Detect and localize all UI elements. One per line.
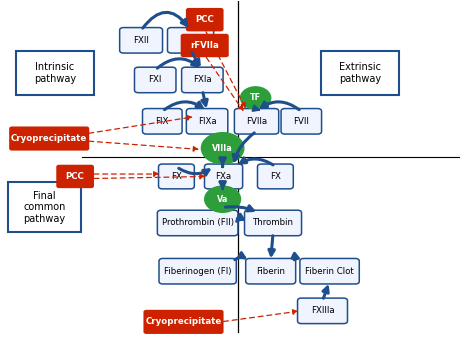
FancyBboxPatch shape: [56, 165, 94, 188]
FancyBboxPatch shape: [144, 310, 224, 334]
Text: TF: TF: [250, 93, 261, 102]
FancyBboxPatch shape: [246, 258, 296, 284]
Text: PCC: PCC: [195, 15, 214, 24]
FancyBboxPatch shape: [245, 210, 301, 236]
FancyBboxPatch shape: [298, 298, 347, 324]
FancyBboxPatch shape: [300, 258, 359, 284]
Text: FXIIa: FXIIa: [180, 36, 201, 45]
Text: Cryoprecipitate: Cryoprecipitate: [146, 317, 222, 326]
Text: rFVIIa: rFVIIa: [191, 41, 219, 50]
FancyBboxPatch shape: [167, 28, 214, 53]
Text: Fiberin: Fiberin: [256, 267, 285, 276]
FancyBboxPatch shape: [158, 164, 194, 189]
Text: FVII: FVII: [293, 117, 309, 126]
Text: FVIIa: FVIIa: [246, 117, 267, 126]
Text: Cryoprecipitate: Cryoprecipitate: [11, 134, 87, 143]
Text: FXI: FXI: [148, 75, 162, 84]
FancyBboxPatch shape: [9, 127, 89, 151]
Text: Fiberinogen (FI): Fiberinogen (FI): [164, 267, 231, 276]
FancyBboxPatch shape: [135, 67, 176, 93]
FancyBboxPatch shape: [257, 164, 293, 189]
Text: FXIIIa: FXIIIa: [310, 306, 334, 315]
Circle shape: [201, 133, 244, 164]
Text: Va: Va: [217, 195, 228, 204]
Text: FX: FX: [171, 172, 182, 181]
Text: Extrinsic
pathway: Extrinsic pathway: [339, 62, 381, 84]
FancyBboxPatch shape: [143, 109, 182, 134]
FancyBboxPatch shape: [182, 67, 223, 93]
Text: FXa: FXa: [216, 172, 232, 181]
FancyBboxPatch shape: [281, 109, 321, 134]
Text: FXII: FXII: [133, 36, 149, 45]
Text: Final
common
pathway: Final common pathway: [23, 191, 66, 224]
Text: Fiberin Clot: Fiberin Clot: [305, 267, 354, 276]
FancyBboxPatch shape: [204, 164, 243, 189]
FancyBboxPatch shape: [181, 34, 229, 57]
Text: FXIa: FXIa: [193, 75, 212, 84]
FancyBboxPatch shape: [159, 258, 236, 284]
Text: PCC: PCC: [66, 172, 84, 181]
Circle shape: [240, 87, 271, 109]
Text: FIXa: FIXa: [198, 117, 216, 126]
FancyBboxPatch shape: [321, 51, 399, 95]
Text: VIIIa: VIIIa: [212, 144, 233, 153]
FancyBboxPatch shape: [16, 51, 94, 95]
Text: Thrombin: Thrombin: [253, 218, 293, 227]
FancyBboxPatch shape: [157, 210, 238, 236]
FancyBboxPatch shape: [235, 109, 279, 134]
FancyBboxPatch shape: [186, 109, 228, 134]
Text: Prothrombin (FII): Prothrombin (FII): [162, 218, 234, 227]
FancyBboxPatch shape: [119, 28, 163, 53]
Text: Intrinsic
pathway: Intrinsic pathway: [34, 62, 76, 84]
Text: FIX: FIX: [155, 117, 169, 126]
Circle shape: [205, 186, 240, 212]
FancyBboxPatch shape: [8, 182, 81, 233]
FancyBboxPatch shape: [186, 8, 224, 31]
Text: FX: FX: [270, 172, 281, 181]
